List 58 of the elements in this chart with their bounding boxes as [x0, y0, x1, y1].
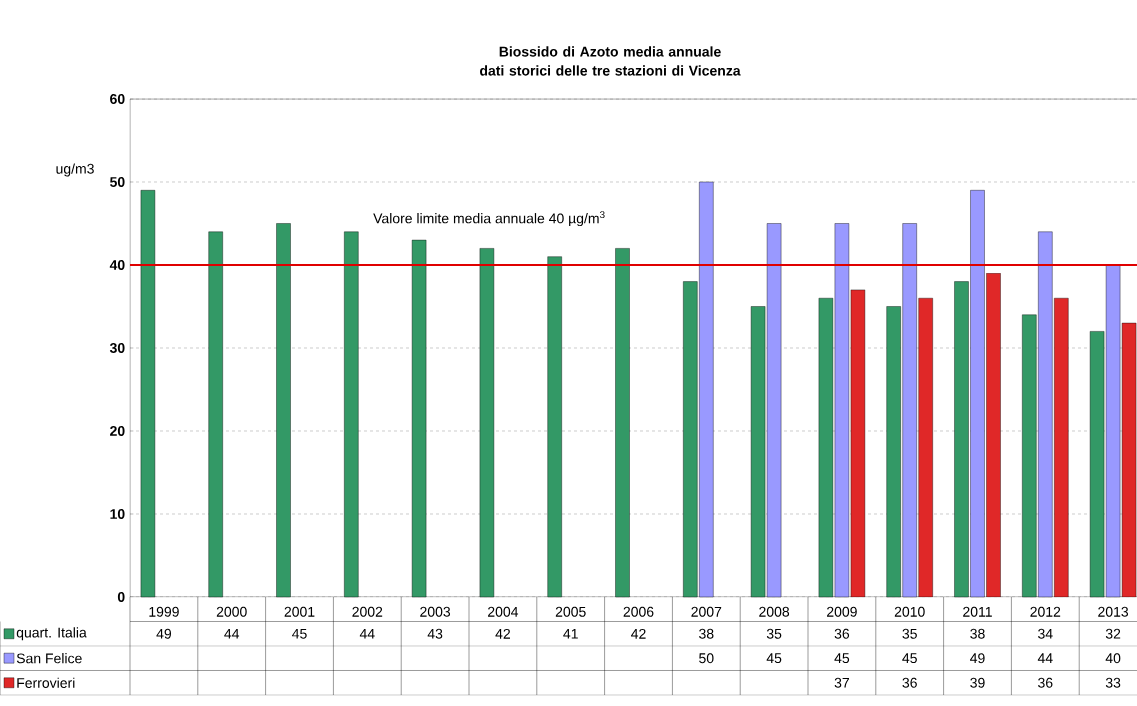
data-label: 50 [699, 653, 714, 664]
data-label: 36 [1038, 677, 1053, 688]
data-label: 44 [359, 628, 375, 639]
x-tick-label: 2005 [555, 606, 586, 617]
ref-line-label: Valore limite media annuale 40 µg/m$^{3}$ [373, 211, 605, 227]
data-label: 40 [1105, 653, 1121, 664]
bar [986, 273, 1001, 598]
data-label: 35 [766, 628, 782, 639]
data-label: 42 [631, 628, 646, 639]
data-label: 49 [970, 653, 985, 664]
data-label: 44 [224, 628, 240, 639]
y-axis-title: ug/m3 [56, 163, 94, 177]
data-label: 33 [1105, 677, 1121, 688]
data-label: 42 [495, 628, 510, 639]
legend-label: Ferrovieri [17, 677, 75, 688]
data-label: 44 [1037, 653, 1053, 663]
data-label: 36 [902, 677, 917, 688]
y-tick-label: 0 [117, 592, 125, 602]
chart-title: Biossido di Azoto media annuale dati storici delle tre stazioni di Vicenza [480, 46, 741, 76]
x-tick-label: 2011 [963, 606, 992, 617]
y-tick-label: 10 [110, 509, 125, 519]
bar [918, 297, 933, 598]
data-label: 41 [563, 628, 578, 639]
x-tick-label: 2004 [488, 606, 519, 617]
data-label: 43 [427, 628, 443, 639]
x-tick-label: 2009 [827, 606, 857, 617]
data-label: 39 [970, 677, 985, 688]
data-label: 45 [834, 653, 850, 664]
data-label: 49 [156, 628, 172, 639]
data-label: 45 [902, 653, 917, 664]
y-tick-label: 20 [110, 426, 125, 436]
x-tick-label: 2000 [216, 606, 247, 617]
legend-label: San Felice [16, 653, 82, 664]
data-label: 34 [1038, 628, 1053, 639]
data-label: 37 [834, 677, 849, 688]
x-tick-label: 2003 [420, 606, 451, 617]
x-tick-label: 2001 [284, 606, 315, 617]
x-tick-label: 2002 [352, 606, 383, 617]
legend-label: quart. Italia [16, 627, 87, 641]
x-tick-label: 2008 [759, 606, 790, 617]
x-tick-label: 2007 [691, 606, 722, 617]
y-tick-label: 60 [110, 94, 125, 104]
data-label: 45 [292, 628, 307, 639]
data-label: 38 [699, 628, 714, 639]
x-tick-label: 2013 [1098, 606, 1129, 617]
data-label: 32 [1105, 628, 1121, 639]
bar [1054, 297, 1069, 598]
x-tick-label: 2012 [1030, 606, 1061, 617]
y-tick-label: 40 [109, 260, 125, 270]
x-tick-label: 1999 [149, 606, 179, 617]
data-label: 38 [970, 628, 985, 639]
data-label: 45 [766, 653, 782, 664]
data-label: 36 [834, 628, 850, 639]
x-tick-label: 2006 [623, 606, 654, 617]
data-label: 35 [902, 628, 917, 639]
y-tick-label: 30 [109, 343, 125, 353]
y-tick-label: 50 [110, 177, 125, 187]
x-tick-label: 2010 [894, 606, 925, 617]
